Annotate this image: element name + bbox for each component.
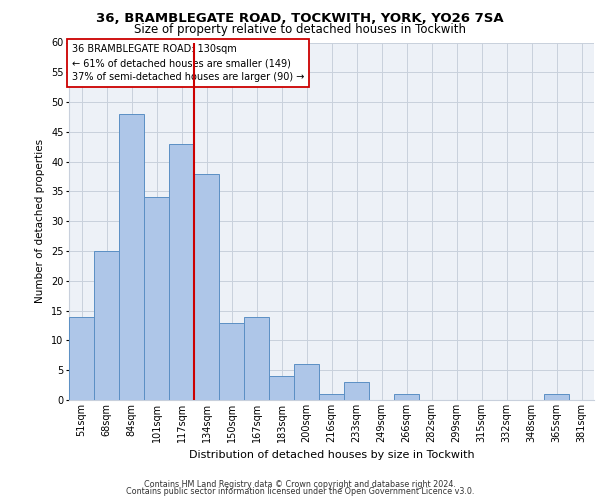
Bar [344,382,369,400]
Bar [544,394,569,400]
Bar [269,376,294,400]
Bar [294,364,319,400]
Bar [319,394,344,400]
Text: Contains public sector information licensed under the Open Government Licence v3: Contains public sector information licen… [126,487,474,496]
Bar [119,114,144,400]
Bar [219,322,244,400]
Text: Size of property relative to detached houses in Tockwith: Size of property relative to detached ho… [134,22,466,36]
Bar [144,198,169,400]
Bar [169,144,194,400]
Y-axis label: Number of detached properties: Number of detached properties [35,139,46,304]
Bar [194,174,219,400]
Text: 36, BRAMBLEGATE ROAD, TOCKWITH, YORK, YO26 7SA: 36, BRAMBLEGATE ROAD, TOCKWITH, YORK, YO… [96,12,504,26]
Bar [394,394,419,400]
Bar [69,316,94,400]
Bar [94,251,119,400]
Text: Contains HM Land Registry data © Crown copyright and database right 2024.: Contains HM Land Registry data © Crown c… [144,480,456,489]
Text: 36 BRAMBLEGATE ROAD: 130sqm
← 61% of detached houses are smaller (149)
37% of se: 36 BRAMBLEGATE ROAD: 130sqm ← 61% of det… [71,44,304,82]
X-axis label: Distribution of detached houses by size in Tockwith: Distribution of detached houses by size … [188,450,475,460]
Bar [244,316,269,400]
